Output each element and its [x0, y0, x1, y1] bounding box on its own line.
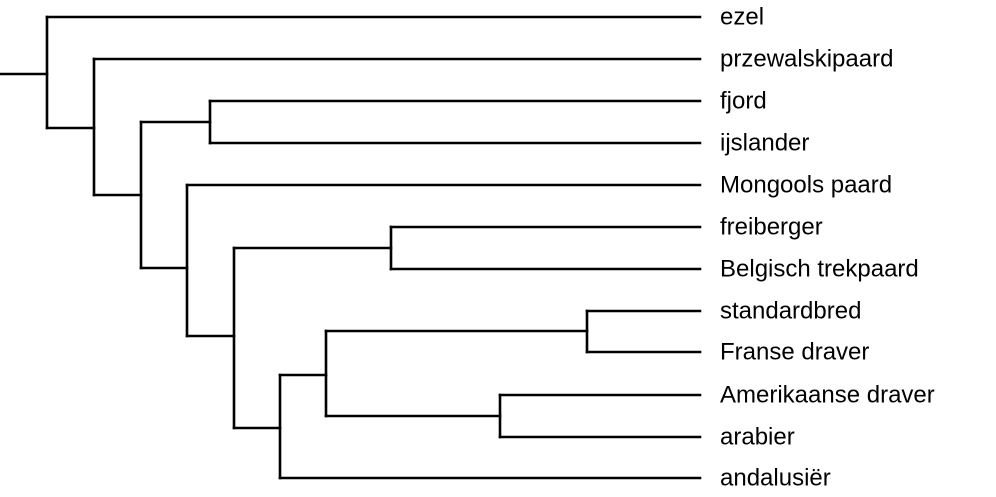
leaf-label-ezel: ezel	[720, 4, 764, 31]
leaf-label-ijslander: ijslander	[720, 130, 809, 157]
leaf-label-arabier: arabier	[720, 424, 795, 451]
leaf-label-franse-draver: Franse draver	[720, 339, 869, 366]
leaf-label-andalusier: andalusiër	[720, 465, 831, 492]
leaf-label-fjord: fjord	[720, 88, 767, 115]
tree-branches	[0, 15, 702, 480]
leaf-label-standardbred: standardbred	[720, 298, 861, 325]
leaf-label-mongools-paard: Mongools paard	[720, 172, 892, 199]
leaf-label-amerikaanse-draver: Amerikaanse draver	[720, 382, 935, 409]
leaf-labels: ezel przewalskipaard fjord ijslander Mon…	[720, 4, 935, 492]
leaf-label-przewalskipaard: przewalskipaard	[720, 46, 893, 73]
leaf-label-belgisch-trekpaard: Belgisch trekpaard	[720, 256, 919, 283]
leaf-label-freiberger: freiberger	[720, 214, 823, 241]
